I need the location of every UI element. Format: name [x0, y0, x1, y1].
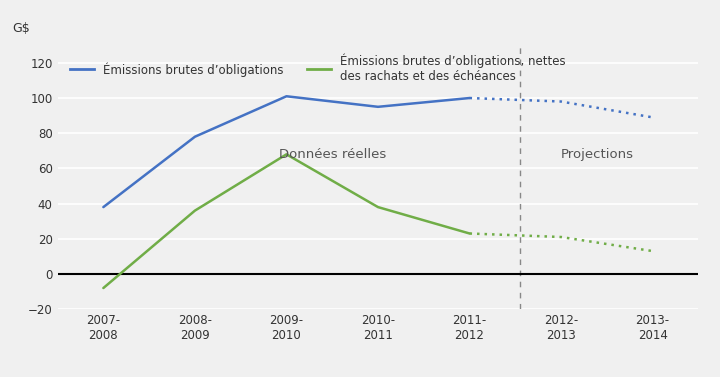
Text: Données réelles: Données réelles	[279, 148, 386, 161]
Legend: Émissions brutes d’obligations, Émissions brutes d’obligations, nettes
des racha: Émissions brutes d’obligations, Émission…	[70, 54, 566, 83]
Text: Projections: Projections	[561, 148, 634, 161]
Text: G$: G$	[13, 22, 30, 35]
